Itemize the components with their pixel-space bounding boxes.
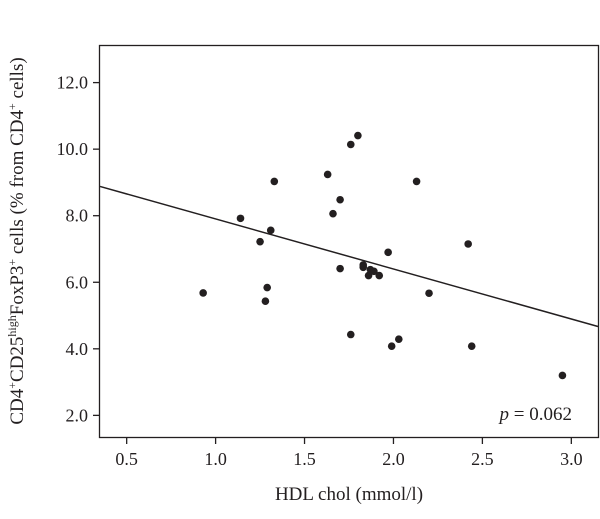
data-point: [261, 297, 270, 306]
x-tick-label: 1.0: [204, 449, 227, 469]
data-point: [336, 195, 344, 204]
y-tick-label: 10.0: [57, 139, 89, 159]
data-points: [199, 131, 567, 380]
data-point: [425, 289, 433, 298]
data-point: [263, 283, 271, 292]
y-axis: 2.0 4.0 6.0 8.0 10.0 12.0: [57, 73, 100, 425]
data-point: [395, 335, 403, 343]
data-point: [236, 214, 245, 223]
y-label-sup-3: +: [5, 259, 19, 266]
data-point: [346, 140, 355, 149]
data-point: [346, 330, 355, 339]
y-tick-label: 8.0: [66, 206, 89, 226]
data-point: [370, 267, 378, 276]
y-tick-label: 12.0: [57, 73, 89, 93]
x-axis: 0.5 1.0 1.5 2.0 2.5 3.0: [115, 437, 583, 469]
data-point: [364, 271, 373, 280]
x-axis-label: HDL chol (mmol/l): [275, 484, 423, 505]
data-point: [336, 264, 344, 273]
y-label-part-2: CD25: [7, 337, 28, 382]
x-tick-label: 2.0: [382, 449, 405, 469]
p-value-text: = 0.062: [509, 404, 572, 425]
plot-frame: [98, 44, 600, 439]
x-tick-label: 2.5: [471, 449, 494, 469]
data-point: [266, 226, 275, 235]
y-tick-label: 6.0: [66, 272, 89, 292]
y-label-sup-4: +: [5, 103, 19, 110]
data-point: [384, 248, 392, 257]
data-point: [256, 237, 264, 246]
data-point: [270, 177, 279, 186]
x-tick-label: 1.5: [293, 449, 316, 469]
y-axis-label: CD4+CD25highFoxP3+ cells (% from CD4+ ce…: [5, 57, 28, 424]
data-point: [354, 131, 362, 140]
data-point: [329, 209, 337, 218]
y-label-part-3: FoxP3: [7, 266, 28, 316]
y-label-sup-2: high: [5, 315, 19, 336]
x-tick-label: 0.5: [115, 449, 138, 469]
x-tick-label: 3.0: [560, 449, 583, 469]
y-label-part-1: CD4: [7, 388, 28, 424]
data-point: [359, 263, 368, 272]
data-point: [412, 177, 421, 186]
y-tick-label: 2.0: [66, 405, 89, 425]
data-point: [464, 240, 472, 248]
y-label-sup-1: +: [5, 382, 19, 389]
data-point: [387, 342, 396, 350]
p-value-annotation: p = 0.062: [498, 404, 572, 425]
y-tick-label: 4.0: [66, 339, 89, 359]
p-value-symbol: p: [498, 404, 510, 425]
data-point: [323, 170, 332, 179]
data-point: [467, 342, 476, 350]
regression-line: [99, 185, 599, 328]
data-point: [199, 289, 207, 297]
y-label-part-5: cells): [7, 57, 28, 103]
y-label-part-4: cells (% from CD4: [7, 110, 28, 259]
data-point: [558, 371, 567, 380]
data-point: [375, 271, 384, 280]
